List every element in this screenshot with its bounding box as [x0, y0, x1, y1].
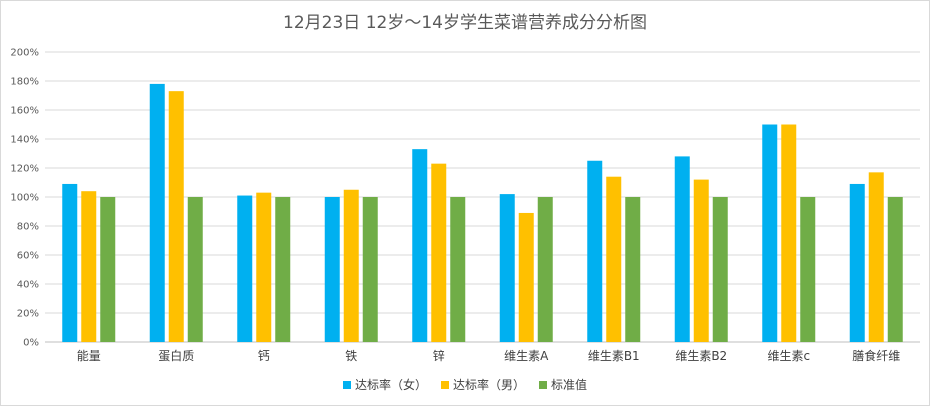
x-tick-label: 维生素B2 [675, 349, 727, 363]
bar [412, 149, 428, 342]
bar [149, 83, 165, 343]
x-tick-label: 维生素c [767, 349, 810, 363]
legend-entry: 标准值 [539, 376, 587, 393]
bar [81, 191, 97, 342]
bar [431, 163, 447, 342]
x-axis: 能量 蛋白质 钙 铁 锌 维生素A 维生素B1 维生素B2 维生素c 膳食纤维 [77, 348, 901, 363]
bar [674, 156, 690, 342]
bar [849, 183, 865, 342]
y-tick-label: 180% [10, 77, 39, 88]
legend-label: 达标率（男） [452, 378, 525, 392]
bar [518, 212, 534, 342]
x-tick-label: 铁 [345, 349, 357, 363]
x-tick-label: 钙 [258, 349, 270, 363]
y-tick-label: 20% [17, 309, 39, 320]
x-tick-label: 锌 [433, 349, 445, 363]
y-tick-label: 40% [17, 280, 39, 291]
bar [781, 124, 797, 342]
legend-entry: 达标率（男） [440, 376, 525, 393]
legend-swatch [539, 380, 547, 389]
bar [62, 183, 78, 342]
bar [762, 124, 778, 342]
bar [693, 179, 709, 342]
y-tick-label: 0% [23, 338, 39, 349]
legend-label: 达标率（女） [354, 378, 427, 392]
x-tick-label: 蛋白质 [158, 348, 194, 363]
legend-swatch [342, 380, 351, 389]
bar [275, 197, 291, 342]
bar [168, 91, 184, 343]
bar [800, 197, 816, 342]
bar [237, 195, 253, 342]
bar [324, 197, 340, 342]
bar [187, 197, 203, 342]
legend-label: 标准值 [551, 378, 588, 392]
bar [343, 189, 359, 342]
x-tick-label: 膳食纤维 [852, 348, 900, 363]
legend-entry: 达标率（女） [342, 376, 427, 393]
bar [625, 197, 641, 342]
y-tick-label: 200% [10, 48, 39, 59]
bar [712, 197, 728, 342]
bar [887, 197, 903, 342]
bar [362, 197, 378, 342]
bar [606, 176, 622, 342]
bar [587, 160, 603, 342]
bars [62, 83, 903, 343]
y-tick-label: 160% [10, 106, 39, 117]
bar [100, 197, 116, 342]
y-tick-label: 80% [17, 222, 39, 233]
x-tick-label: 维生素B1 [588, 349, 640, 363]
y-tick-label: 100% [10, 193, 39, 204]
y-tick-label: 140% [10, 135, 39, 146]
y-tick-label: 120% [10, 164, 39, 175]
bar [450, 197, 466, 342]
chart-title: 12月23日 12岁～14岁学生菜谱营养成分分析图 [283, 13, 647, 33]
bar [537, 197, 553, 342]
x-tick-label: 能量 [77, 349, 101, 363]
legend-swatch [440, 380, 449, 389]
x-tick-label: 维生素A [504, 349, 549, 363]
y-axis: 0% 20% 40% 60% 80% 100% 120% 140% 160% 180% 200% [10, 48, 39, 349]
y-tick-label: 60% [17, 251, 39, 262]
legend: 达标率（女） 达标率（男） 标准值 [0, 376, 930, 393]
bar [868, 172, 884, 342]
bar [256, 192, 272, 342]
bar [499, 194, 515, 342]
